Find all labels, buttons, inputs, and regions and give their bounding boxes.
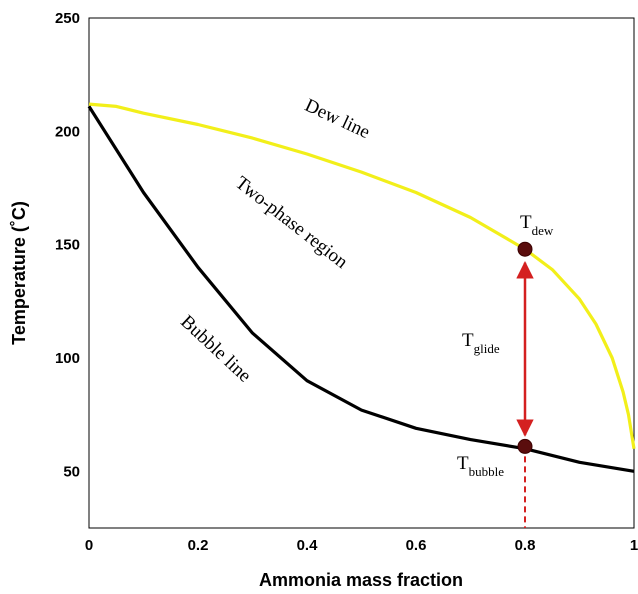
plot-frame	[88, 17, 635, 529]
two-phase-region-label: Two-phase region	[231, 172, 352, 273]
x-tick-label: 0.6	[406, 537, 427, 554]
dew-line-series	[88, 102, 636, 449]
t-dew-label: Tdew	[520, 212, 554, 238]
t-glide-label: Tglide	[462, 330, 500, 356]
x-tick-label: 0.4	[297, 537, 319, 554]
x-tick-label: 1	[630, 537, 638, 554]
y-tick-label: 200	[55, 123, 80, 140]
x-axis-ticks: 0 0.2 0.4 0.6 0.8 1	[85, 537, 638, 554]
y-tick-label: 250	[55, 10, 80, 27]
x-tick-label: 0.2	[188, 537, 209, 554]
dew-line-label: Dew line	[302, 95, 374, 143]
x-tick-label: 0.8	[515, 537, 536, 554]
t-dew-point	[517, 241, 533, 257]
y-tick-label: 100	[55, 350, 80, 367]
x-tick-label: 0	[85, 537, 93, 554]
x-axis-title: Ammonia mass fraction	[259, 570, 463, 590]
y-tick-label: 50	[63, 463, 80, 480]
y-tick-label: 150	[55, 237, 80, 254]
y-axis-title: Temperature (˚C)	[9, 201, 29, 345]
bubble-line-series	[87, 105, 635, 473]
t-bubble-point	[517, 438, 533, 454]
y-axis-ticks: 50 100 150 200 250	[55, 10, 80, 480]
t-bubble-label: Tbubble	[457, 453, 504, 479]
